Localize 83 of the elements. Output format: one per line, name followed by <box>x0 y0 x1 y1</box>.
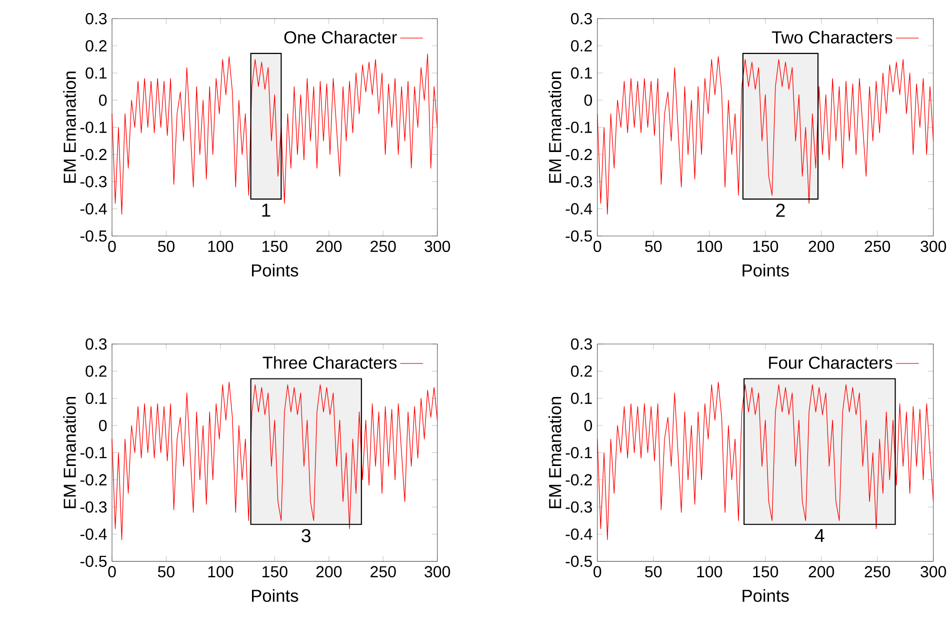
legend-label: One Character <box>284 30 397 44</box>
y-axis-title: EM Emanation <box>548 72 562 183</box>
y-tick-label: 0.1 <box>86 392 107 404</box>
line-series <box>112 382 438 540</box>
line-series <box>597 56 934 215</box>
x-tick-label: 250 <box>370 566 396 578</box>
x-tick-label: 300 <box>920 240 946 252</box>
y-tick-label: 0.3 <box>571 338 592 350</box>
y-tick-label: 0 <box>584 94 592 106</box>
x-tick-label: 50 <box>645 240 662 252</box>
y-tick-label: -0.5 <box>80 230 107 242</box>
y-tick-label: -0.2 <box>80 474 106 486</box>
y-tick-label: 0.2 <box>86 366 106 377</box>
x-axis-title: Points <box>742 264 789 277</box>
x-tick-label: 250 <box>864 240 890 252</box>
y-tick-label: -0.3 <box>566 176 592 188</box>
y-tick-label: -0.2 <box>566 149 592 160</box>
x-tick-label: 0 <box>108 240 116 252</box>
x-tick-label: 50 <box>645 566 662 578</box>
y-tick-label: 0.3 <box>86 13 107 24</box>
line-series <box>597 382 934 540</box>
x-tick-label: 150 <box>262 240 288 252</box>
x-tick-label: 150 <box>753 240 778 252</box>
y-tick-label: 0.3 <box>571 13 592 24</box>
y-tick-label: 0 <box>99 94 107 106</box>
legend-label: Three Characters <box>262 356 397 370</box>
y-tick-label: -0.3 <box>566 502 592 513</box>
y-tick-label: 0.2 <box>571 40 592 52</box>
y-tick-label: 0.1 <box>571 68 592 79</box>
x-axis-title: Points <box>742 589 789 602</box>
band-label: 3 <box>302 529 310 542</box>
x-tick-label: 300 <box>424 566 450 578</box>
y-tick-label: 0.1 <box>86 68 107 79</box>
x-tick-label: 50 <box>158 240 175 252</box>
y-tick-label: 0.1 <box>571 392 592 404</box>
x-tick-label: 100 <box>697 240 722 252</box>
y-tick-label: -0.1 <box>80 122 107 134</box>
y-tick-label: 0.2 <box>86 40 106 52</box>
y-tick-label: -0.1 <box>80 447 107 458</box>
y-tick-label: -0.5 <box>566 556 592 568</box>
x-tick-label: 200 <box>808 566 834 578</box>
x-tick-label: 250 <box>370 240 396 252</box>
y-tick-label: -0.2 <box>80 149 106 160</box>
band-label: 4 <box>814 529 824 542</box>
y-tick-label: -0.4 <box>80 528 107 540</box>
x-tick-label: 0 <box>594 240 602 252</box>
y-tick-label: -0.2 <box>566 474 592 486</box>
x-tick-label: 50 <box>158 566 175 578</box>
x-tick-label: 300 <box>920 566 946 578</box>
y-axis-title: EM Emanation <box>63 72 76 183</box>
x-axis-title: Points <box>252 264 298 277</box>
band-label: 1 <box>262 204 270 217</box>
y-axis-title: EM Emanation <box>63 397 76 508</box>
y-tick-label: 0.3 <box>86 338 107 350</box>
x-axis-title: Points <box>252 589 298 602</box>
x-tick-label: 0 <box>594 566 602 578</box>
y-tick-label: -0.3 <box>80 502 107 513</box>
y-tick-label: -0.4 <box>80 203 107 215</box>
x-tick-label: 300 <box>424 240 450 252</box>
x-tick-label: 100 <box>208 566 234 578</box>
x-tick-label: 200 <box>316 566 342 578</box>
y-tick-label: 0.2 <box>571 366 592 377</box>
y-tick-label: -0.5 <box>566 230 592 242</box>
legend-label: Four Characters <box>769 356 892 370</box>
y-tick-label: -0.5 <box>80 556 107 568</box>
x-tick-label: 150 <box>262 566 288 578</box>
y-tick-label: 0 <box>584 420 592 432</box>
y-axis-title: EM Emanation <box>548 397 562 508</box>
y-tick-label: -0.1 <box>566 122 592 134</box>
y-tick-label: 0 <box>99 420 107 432</box>
x-tick-label: 250 <box>864 566 890 578</box>
y-tick-label: -0.3 <box>80 176 107 188</box>
x-tick-label: 200 <box>316 240 342 252</box>
x-tick-label: 100 <box>697 566 722 578</box>
y-tick-label: -0.4 <box>566 528 592 540</box>
y-tick-label: -0.4 <box>566 203 592 215</box>
x-tick-label: 0 <box>108 566 116 578</box>
x-tick-label: 150 <box>753 566 778 578</box>
y-tick-label: -0.1 <box>566 447 592 458</box>
x-tick-label: 100 <box>208 240 234 252</box>
band-label: 2 <box>776 204 785 217</box>
legend-label: Two Characters <box>772 30 892 44</box>
x-tick-label: 200 <box>808 240 834 252</box>
